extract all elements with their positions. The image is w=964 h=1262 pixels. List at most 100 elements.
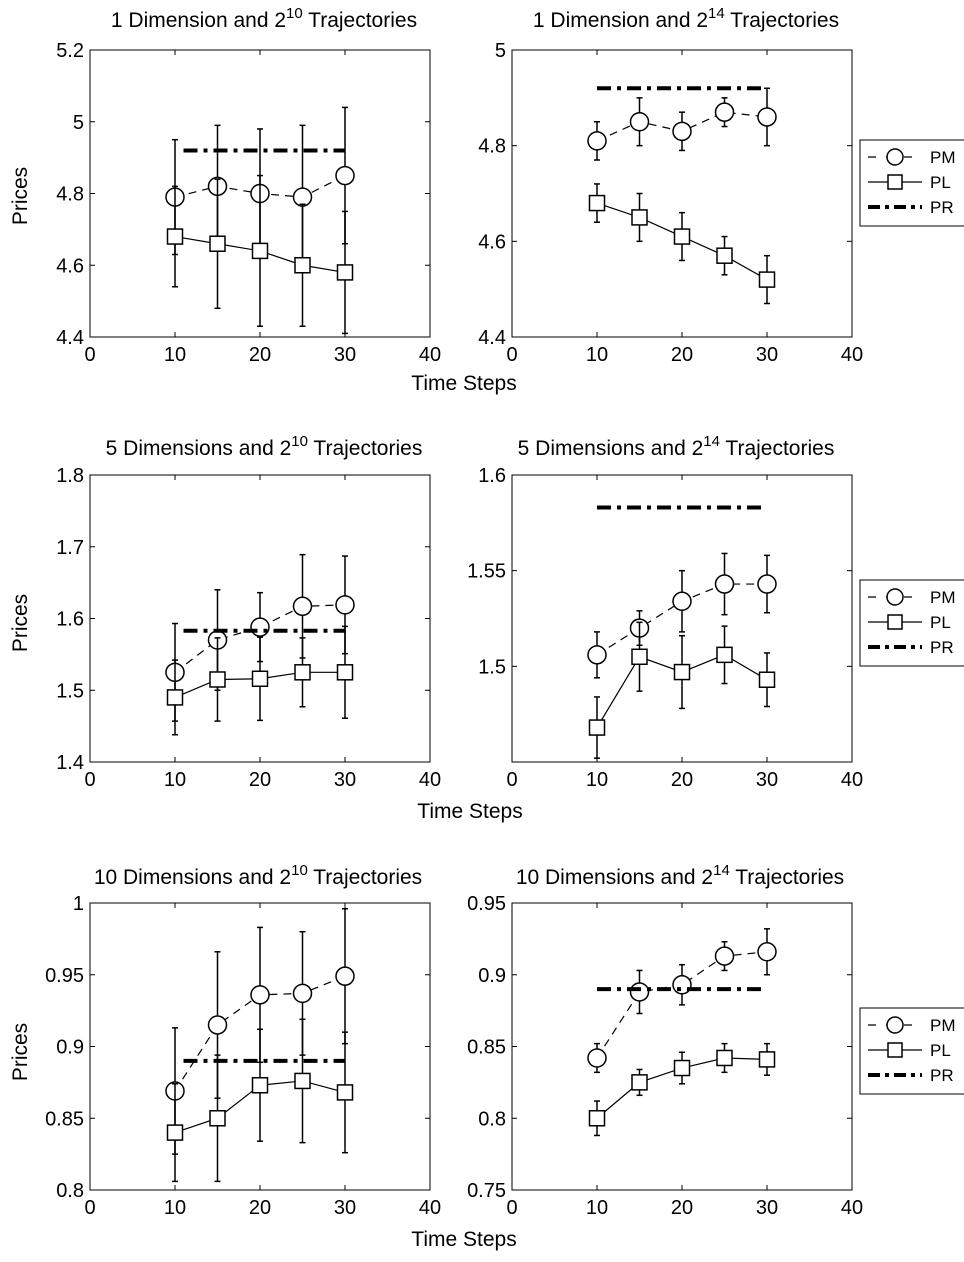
pl-marker [631,1074,648,1091]
x-tick-label: 30 [334,344,356,366]
legend: PM PL PR [859,579,964,667]
series-line-pm [174,604,346,673]
x-tick-label: 30 [756,769,778,791]
x-tick-label: 10 [164,344,186,366]
x-tick-label: 30 [756,344,778,366]
x-tick-label: 0 [506,769,517,791]
pm-marker [672,121,692,142]
x-tick-label: 40 [841,1197,863,1219]
legend-marker-pl [887,1042,903,1058]
x-tick-label: 0 [506,1197,517,1219]
y-tick-label: 0.75 [467,1180,506,1202]
pl-marker [716,1049,733,1067]
chart-title: 10 Dimensions and 210 Trajectories [94,862,422,889]
x-tick-label: 40 [419,1197,441,1219]
legend: PM PL PR [859,1007,964,1095]
pl-marker [251,670,269,688]
pl-marker [336,264,354,281]
legend: PM PL PR [859,139,964,227]
y-tick-label: 5.2 [56,40,84,62]
pm-marker [757,942,777,962]
x-tick-label: 40 [419,344,441,366]
y-tick-label: 0.8 [56,1180,84,1202]
legend-box [859,139,964,227]
chart-title: 5 Dimensions and 210 Trajectories [106,433,423,460]
chart-title: 10 Dimensions and 214 Trajectories [516,862,844,889]
pl-marker [336,1084,354,1101]
figure-labels: Prices Prices Prices Time Steps Time Steps Ti… [9,167,523,1251]
pl-marker [631,648,648,666]
pm-marker [714,946,735,966]
legend-marker-pl [887,614,903,630]
x-tick-label: 40 [841,769,863,791]
pl-marker [758,271,776,288]
pm-marker [250,985,270,1005]
y-tick-label: 0.85 [45,1108,84,1130]
pm-marker [292,187,313,207]
x-tick-label: 10 [586,769,608,791]
legend-label: PL [930,1041,951,1060]
y-tick-label: 0.8 [478,1108,506,1130]
pm-marker [335,165,355,186]
pl-marker [673,228,691,245]
pm-marker [335,595,355,615]
pm-marker [714,102,735,122]
pl-marker [294,257,311,274]
pm-marker [629,982,650,1002]
y-tick-label: 4.4 [478,327,506,349]
pl-marker [758,671,776,688]
x-axis-label: Time Steps [411,1228,516,1251]
x-tick-label: 20 [671,344,693,366]
pl-marker [251,1076,269,1094]
pl-marker [336,664,354,681]
y-tick-label: 4.6 [56,255,84,277]
series-line-pm [596,951,768,1059]
pl-marker [209,235,226,252]
legend-marker-pl [887,174,903,190]
x-tick-label: 20 [671,769,693,791]
x-tick-label: 40 [419,769,441,791]
y-tick-label: 1.7 [56,537,84,559]
pl-marker [673,663,691,681]
pm-marker [629,112,650,132]
chart-panel: 10 Dimensions and 214 Trajectories 0 10 20 3… [467,862,863,1219]
pl-marker [294,1072,311,1090]
legend-marker-pm [886,148,904,166]
y-tick-label: 0.9 [56,1037,84,1059]
chart-title: 1 Dimension and 210 Trajectories [111,5,417,32]
pl-marker [673,1059,691,1077]
chart-panel: 5 Dimensions and 210 Trajectories 0 10 20 30… [56,433,441,791]
legend-label: PM [930,1016,956,1035]
panels: 1 Dimension and 210 Trajectories 0 10 20 30 4… [45,5,863,1219]
axes-frame [511,49,853,338]
pm-marker [335,966,355,986]
pl-marker [716,646,733,664]
legend-box [859,579,964,667]
y-tick-label: 1.5 [56,680,84,702]
chart-title: 1 Dimension and 214 Trajectories [533,5,839,32]
pm-marker [587,131,607,151]
y-tick-label: 1.4 [56,752,84,774]
y-tick-label: 4.4 [56,327,84,349]
x-tick-label: 20 [249,1197,271,1219]
y-tick-label: 1.55 [467,561,506,583]
y-tick-label: 5 [495,40,506,62]
y-tick-label: 0.95 [45,965,84,987]
pl-marker [716,247,733,264]
y-axis-label: Prices [9,167,32,225]
legend-marker-pm [886,588,904,606]
x-tick-label: 30 [756,1197,778,1219]
pl-marker [209,671,226,688]
y-tick-label: 0.85 [467,1037,506,1059]
pm-marker [672,591,692,612]
x-tick-label: 20 [671,1197,693,1219]
pm-marker [714,574,735,594]
legend-label: PM [930,588,956,607]
pl-marker [166,228,184,245]
x-tick-label: 10 [586,344,608,366]
pl-marker [209,1110,226,1127]
x-tick-label: 20 [249,344,271,366]
y-tick-label: 5 [73,112,84,134]
chart-panel: 1 Dimension and 214 Trajectories 0 10 20 30 4… [478,5,863,366]
